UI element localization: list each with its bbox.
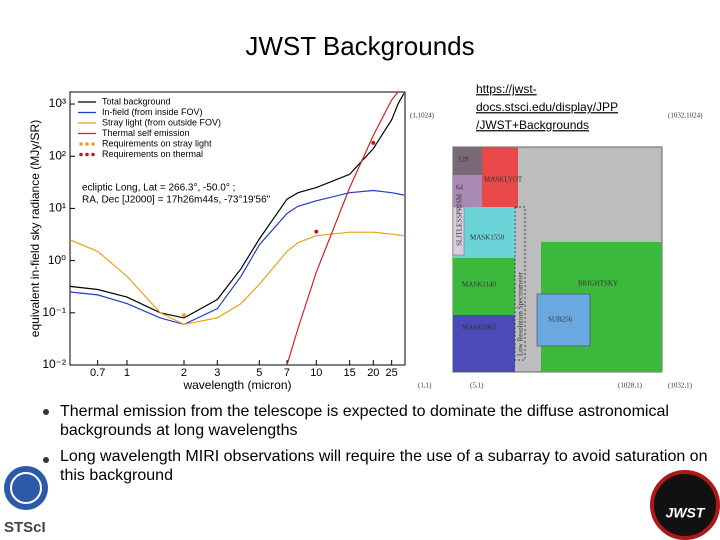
x-tick-label: 10	[310, 367, 322, 379]
legend-swatch	[91, 142, 95, 146]
corner-label: (1028,1)	[618, 382, 643, 390]
region-label: SUB256	[548, 316, 573, 324]
legend-swatch	[85, 142, 89, 146]
bullet	[43, 409, 49, 415]
region-label: MASK1065	[462, 324, 497, 332]
corner-label: (1032,1024)	[668, 112, 703, 120]
x-tick-label: 7	[284, 367, 290, 379]
legend-label: Thermal self emission	[102, 128, 190, 138]
legend-label: Requirements on stray light	[102, 138, 212, 148]
annotation: RA, Dec [J2000] = 17h26m44s, -73°19'56"	[82, 195, 271, 206]
corner-label: (1,1)	[418, 382, 432, 390]
region-label: Low Resolution Spectrometer	[517, 271, 525, 356]
y-tick-label: 10⁰	[48, 253, 66, 267]
legend-swatch	[79, 142, 83, 146]
legend-swatch	[91, 152, 95, 157]
link[interactable]: https://jwst- docs.stsci.edu/display/JPP…	[476, 82, 618, 132]
x-tick-label: 2	[181, 367, 187, 379]
corner-label: (1,1024)	[410, 112, 435, 120]
y-tick-label: 10¹	[49, 201, 66, 215]
x-tick-label: 3	[214, 367, 220, 379]
requirement-point	[314, 229, 319, 234]
y-tick-label: 10⁻²	[42, 357, 66, 371]
bullet-text: Thermal emission from the telescope is e…	[60, 403, 669, 439]
legend-label: Total background	[102, 96, 171, 106]
region	[536, 293, 591, 347]
region	[453, 147, 482, 175]
slide-title: JWST Backgrounds	[245, 31, 474, 61]
legend-label: In-field (from inside FOV)	[102, 107, 203, 117]
y-tick-label: 10⁻¹	[42, 305, 66, 319]
y-axis-label: equivalent in-field sky radiance (MJy/SR…	[28, 120, 42, 337]
legend-swatch	[79, 152, 83, 157]
region	[453, 315, 515, 372]
logo-text: JWST	[666, 505, 706, 521]
requirement-point	[371, 140, 376, 145]
region-label: 64	[456, 184, 464, 192]
logo-emblem	[10, 472, 42, 504]
region	[514, 206, 526, 361]
x-tick-label: 0.7	[90, 367, 105, 379]
legend-label: Requirements on thermal	[102, 149, 203, 159]
series-line	[70, 231, 404, 326]
series-line	[286, 92, 399, 365]
region-label: MASKLYOT	[484, 176, 523, 184]
logo-text: STScI	[4, 519, 46, 536]
region	[453, 175, 482, 207]
region	[452, 206, 465, 256]
series-line	[70, 189, 405, 326]
region	[453, 258, 515, 315]
requirement-point	[181, 313, 186, 318]
logo-emblem	[650, 470, 720, 540]
y-tick-label: 10³	[49, 96, 66, 110]
region-label: MASK1140	[462, 281, 496, 289]
corner-label: (5,1)	[470, 382, 484, 390]
x-tick-label: 25	[386, 367, 398, 379]
link-line[interactable]: /JWST+Backgrounds	[476, 118, 589, 132]
logo-jwst: JWST	[650, 470, 720, 540]
x-tick-label: 5	[256, 367, 262, 379]
logo-stsci: STScI	[4, 466, 48, 536]
chart: 10³ 10² 10¹ 10⁰ 10⁻¹ 10⁻² 0.7 1 2 3 5 7 10 15 20 25 wave…	[28, 91, 406, 392]
region-label: BRIGHTSKY	[578, 280, 618, 288]
bullet-text: Thermal emission from the telescope is e…	[60, 403, 708, 484]
legend-swatch	[85, 152, 89, 157]
plot-area	[69, 91, 406, 366]
bullet-text: Long wavelength MIRI observations will r…	[60, 448, 708, 484]
legend-label: Stray light (from outside FOV)	[102, 117, 221, 127]
link-line[interactable]: https://jwst-	[476, 82, 537, 96]
x-tick-label: 20	[367, 367, 379, 379]
series-line	[70, 93, 405, 319]
diagram: (1,1024) (1032,1024) (1,1) (5,1) (1028,1…	[410, 112, 703, 390]
region-label: MASK1550	[470, 234, 505, 242]
bullet	[43, 457, 49, 463]
region	[482, 147, 518, 208]
region-label: SLITLESSPRISM	[456, 193, 464, 246]
bullets: Thermal emission from the telescope is e…	[43, 403, 708, 484]
x-tick-label: 15	[344, 367, 356, 379]
link-line[interactable]: docs.stsci.edu/display/JPP	[476, 100, 618, 114]
y-tick-label: 10²	[49, 148, 66, 162]
region-label: 128	[458, 156, 469, 164]
x-axis-label: wavelength (micron)	[182, 378, 291, 392]
corner-label: (1032,1)	[668, 382, 693, 390]
annotation: ecliptic Long, Lat = 266.3°, -50.0° ;	[82, 183, 235, 194]
x-tick-label: 1	[124, 367, 130, 379]
